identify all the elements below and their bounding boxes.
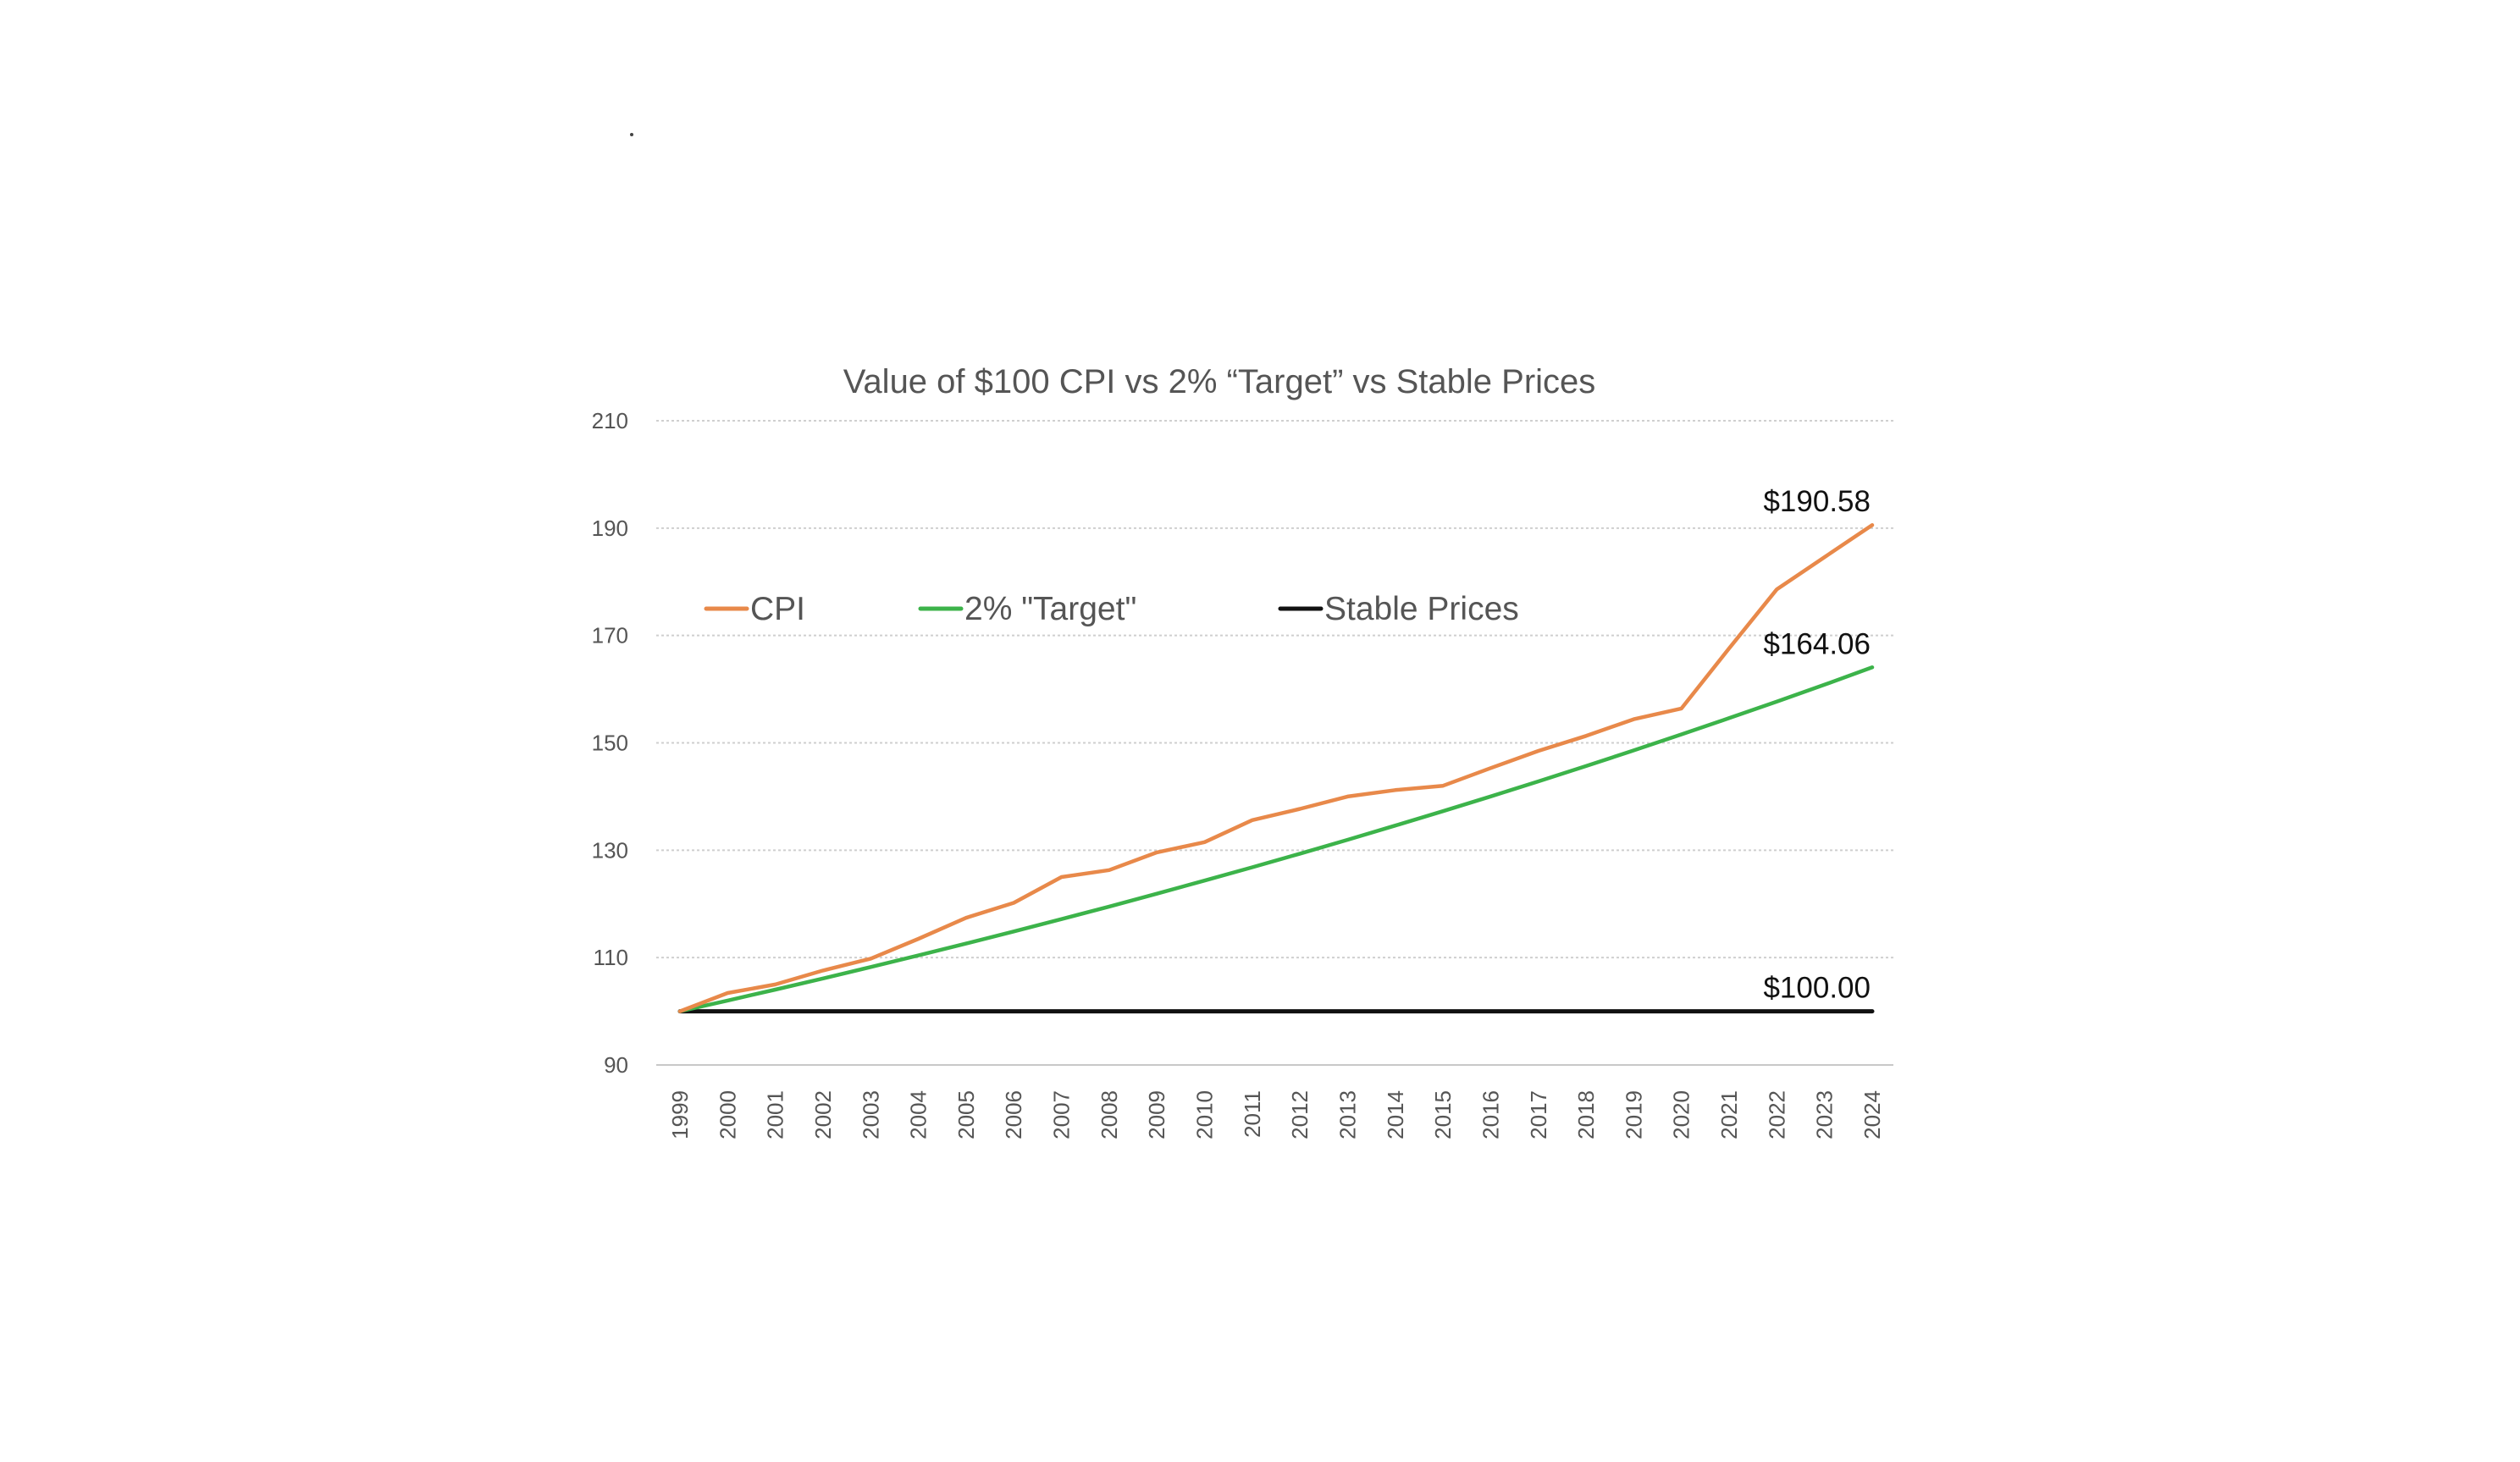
x-tick-label-2006: 2006 (1001, 1090, 1026, 1139)
x-tick-label-2001: 2001 (763, 1090, 788, 1139)
series-line-2-target (677, 665, 1875, 1013)
x-tick-label-2005: 2005 (953, 1090, 979, 1139)
end-label-2-target: $164.06 (1763, 627, 1871, 660)
stray-dot (630, 133, 633, 136)
x-tick-label-1999: 1999 (667, 1090, 693, 1139)
x-tick-label-2018: 2018 (1573, 1090, 1599, 1139)
chart-title: Value of $100 CPI vs 2% “Target” vs Stab… (843, 363, 1596, 400)
legend-item-cpi[interactable]: CPI (704, 591, 805, 627)
series-line-cpi (677, 522, 1875, 1013)
x-tick-label-2010: 2010 (1192, 1090, 1218, 1139)
end-label-cpi: $190.58 (1763, 485, 1871, 518)
x-tick-label-2024: 2024 (1860, 1090, 1885, 1139)
y-tick-label-130: 130 (592, 837, 628, 863)
y-tick-label-170: 170 (592, 623, 628, 648)
legend-label-cpi: CPI (750, 591, 805, 627)
grid-lines (656, 420, 1893, 1066)
x-tick-label-2020: 2020 (1669, 1090, 1694, 1139)
x-tick-label-2022: 2022 (1764, 1090, 1789, 1139)
legend[interactable]: CPI 2% "Target" Stable Prices (704, 591, 1519, 627)
x-tick-label-2023: 2023 (1812, 1090, 1838, 1139)
x-tick-label-2016: 2016 (1478, 1090, 1503, 1139)
y-tick-label-210: 210 (592, 408, 628, 433)
legend-label-2-target: 2% "Target" (964, 591, 1136, 627)
y-tick-label-150: 150 (592, 731, 628, 756)
legend-item-2-target[interactable]: 2% "Target" (918, 591, 1136, 627)
x-tick-label-2000: 2000 (715, 1090, 740, 1139)
x-tick-label-2008: 2008 (1097, 1090, 1122, 1139)
series-lines (677, 522, 1875, 1014)
end-value-labels: $190.58 $164.06 $100.00 (1763, 485, 1871, 1004)
y-tick-label-110: 110 (594, 945, 628, 970)
x-tick-label-2021: 2021 (1716, 1090, 1742, 1139)
y-axis: 90 110 130 150 170 190 210 (592, 408, 628, 1078)
x-tick-label-2014: 2014 (1383, 1090, 1408, 1139)
y-tick-label-90: 90 (604, 1052, 628, 1078)
x-tick-label-2011: 2011 (1240, 1090, 1265, 1138)
x-axis: 1999 2000 2001 2002 2003 2004 2005 2006 2007 2008… (667, 1090, 1885, 1139)
legend-label-stable-prices: Stable Prices (1324, 591, 1519, 627)
x-tick-label-2009: 2009 (1144, 1090, 1169, 1139)
x-tick-label-2019: 2019 (1621, 1090, 1646, 1139)
x-tick-label-2017: 2017 (1526, 1090, 1551, 1139)
x-tick-label-2013: 2013 (1335, 1090, 1360, 1139)
x-tick-label-2002: 2002 (810, 1090, 836, 1139)
x-tick-label-2015: 2015 (1430, 1090, 1456, 1139)
end-label-stable-prices: $100.00 (1763, 972, 1871, 1005)
x-tick-label-2003: 2003 (858, 1090, 883, 1139)
x-tick-label-2007: 2007 (1049, 1090, 1075, 1139)
y-tick-label-190: 190 (592, 516, 628, 541)
x-tick-label-2004: 2004 (906, 1090, 931, 1139)
legend-item-stable-prices[interactable]: Stable Prices (1278, 591, 1519, 627)
x-tick-label-2012: 2012 (1287, 1090, 1312, 1139)
